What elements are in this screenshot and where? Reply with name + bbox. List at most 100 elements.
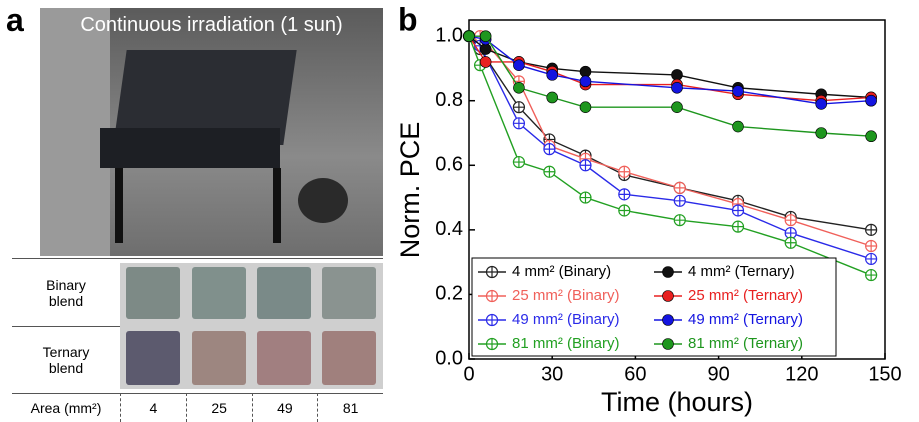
marker-ring [579, 191, 592, 204]
marker-ring [512, 117, 526, 130]
row-label: Ternary blend [12, 326, 120, 393]
series-line [469, 35, 872, 247]
marker-ring [543, 139, 556, 153]
marker [462, 30, 476, 43]
marker-cross [618, 169, 630, 181]
marker-cross [486, 266, 498, 278]
sample [126, 267, 180, 319]
marker [784, 236, 797, 249]
marker-ring [865, 252, 878, 266]
panel-label: a [6, 2, 24, 38]
marker [662, 338, 674, 350]
marker-cross [513, 117, 525, 129]
area-value: 49 [251, 393, 318, 422]
marker-ring [579, 159, 592, 172]
series-line [468, 35, 872, 105]
marker [513, 56, 525, 68]
marker [662, 290, 674, 302]
marker [865, 223, 878, 236]
marker [512, 75, 526, 88]
legend-box [471, 257, 837, 357]
marker-cross [865, 269, 877, 281]
x-tick-label: 30 [541, 363, 563, 385]
marker-dot [671, 78, 683, 91]
marker [479, 30, 492, 42]
marker-ring [784, 236, 797, 249]
marker-dot [579, 75, 592, 88]
marker [865, 239, 878, 253]
legend-label: 81 mm² (Ternary) [688, 335, 803, 352]
marker [479, 33, 492, 46]
marker-cross [474, 59, 486, 71]
marker-dot [662, 290, 674, 302]
series-line [468, 35, 872, 99]
marker-dot [865, 130, 877, 143]
marker-dot [579, 101, 592, 113]
marker [485, 337, 499, 351]
marker-cross [732, 195, 744, 207]
marker-ring [462, 30, 476, 43]
marker [579, 65, 592, 78]
marker [543, 139, 556, 153]
marker-cross [543, 133, 555, 145]
marker-cross [618, 204, 630, 216]
marker [784, 214, 797, 227]
marker [579, 78, 592, 91]
marker [579, 152, 592, 165]
marker [731, 220, 745, 233]
marker-ring [618, 165, 631, 178]
marker-dot [815, 94, 828, 107]
marker-cross [513, 75, 525, 87]
area-label: Area (mm²) [12, 393, 120, 422]
marker [463, 30, 475, 42]
marker-cross [463, 30, 475, 42]
marker-dot [513, 59, 525, 71]
marker-cross [579, 150, 591, 162]
marker [731, 204, 745, 217]
marker-dot [865, 91, 877, 104]
marker-ring [473, 59, 487, 72]
photo: Continuous irradiation (1 sun) [40, 8, 383, 256]
marker-ring [462, 30, 476, 43]
sample [322, 267, 376, 319]
marker [618, 188, 631, 201]
marker-dot [732, 120, 744, 133]
photo-caption: Continuous irradiation (1 sun) [80, 14, 343, 36]
marker-dot [671, 101, 683, 113]
marker [815, 98, 828, 110]
marker-ring [673, 181, 686, 194]
marker [513, 59, 525, 71]
marker-cross [474, 40, 486, 52]
legend-label: 25 mm² (Binary) [512, 287, 620, 304]
marker [543, 165, 556, 178]
marker-dot [463, 30, 475, 42]
marker-dot [732, 85, 744, 97]
marker-dot [579, 78, 592, 91]
marker-dot [815, 88, 828, 101]
marker-cross [579, 159, 591, 171]
marker [673, 214, 686, 227]
marker-ring [485, 289, 499, 303]
marker-cross [618, 166, 630, 178]
marker-ring [579, 152, 592, 165]
marker [671, 69, 683, 81]
puck [298, 178, 348, 223]
marker [462, 30, 476, 43]
marker [485, 289, 499, 303]
marker-ring [865, 268, 878, 282]
marker-ring [731, 197, 745, 211]
marker-ring [485, 313, 499, 327]
marker-dot [732, 88, 744, 101]
marker-cross [579, 153, 591, 165]
legend-label: 4 mm² (Ternary) [688, 263, 795, 280]
marker-dot [671, 69, 683, 81]
marker-ring [543, 133, 556, 146]
series-line [469, 35, 872, 137]
area-value: 4 [120, 393, 186, 422]
x-tick-label: 120 [785, 363, 818, 385]
marker-dot [463, 30, 475, 42]
sample [192, 331, 246, 385]
marker-dot [546, 65, 559, 78]
marker [463, 30, 475, 42]
